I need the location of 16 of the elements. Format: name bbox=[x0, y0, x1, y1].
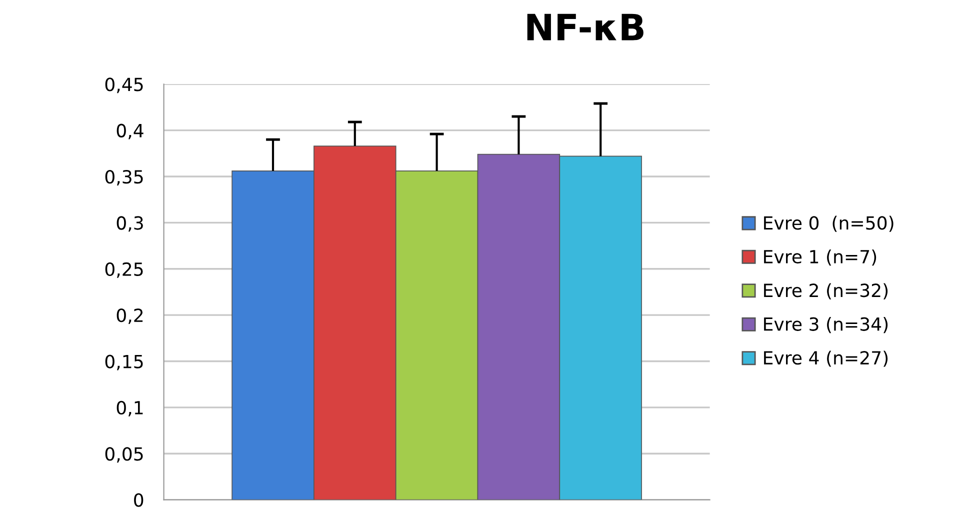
y-tick-label: 0,3 bbox=[116, 216, 143, 232]
legend-label: Evre 0 (n=50) bbox=[764, 216, 894, 232]
y-tick-label: 0,45 bbox=[105, 78, 143, 94]
legend-label: Evre 2 (n=32) bbox=[764, 283, 888, 300]
legend-label: Evre 1 (n=7) bbox=[764, 250, 876, 266]
y-tick-label: 0,2 bbox=[116, 308, 143, 324]
y-tick-label: 0,25 bbox=[105, 262, 143, 278]
y-tick-label: 0,1 bbox=[116, 400, 143, 416]
y-tick-label: 0,15 bbox=[105, 354, 143, 370]
chart-title: NF-κB bbox=[527, 14, 644, 40]
y-tick-label: 0,05 bbox=[105, 447, 143, 463]
legend-label: Evre 4 (n=27) bbox=[764, 350, 888, 367]
legend-label: Evre 3 (n=34) bbox=[764, 316, 888, 334]
y-tick-label: 0,4 bbox=[116, 124, 144, 140]
y-tick-label: 0 bbox=[134, 493, 144, 507]
y-tick-label: 0,35 bbox=[105, 170, 143, 186]
